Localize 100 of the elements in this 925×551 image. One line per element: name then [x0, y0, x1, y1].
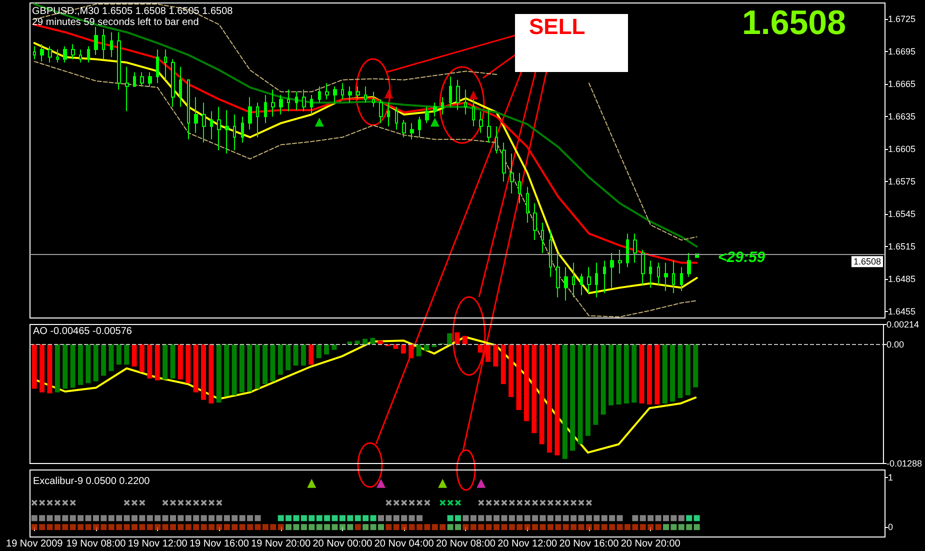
candlestick	[102, 28, 105, 60]
bar	[524, 344, 529, 422]
candlestick	[556, 252, 560, 298]
ref-line-label: 1.6508	[853, 256, 881, 267]
candlestick	[487, 110, 491, 144]
y-tick-label: -0.01288	[886, 458, 922, 468]
candlestick	[364, 86, 367, 104]
bar	[632, 344, 637, 403]
candlestick	[687, 252, 691, 278]
y-tick-label: 1.6455	[888, 306, 916, 317]
bar	[47, 344, 52, 394]
bar	[132, 344, 137, 367]
bar	[116, 344, 122, 365]
bar	[570, 344, 576, 451]
x-tick-label: 20 Nov 08:00	[436, 538, 496, 550]
bar	[578, 344, 583, 444]
bar	[278, 344, 283, 375]
candlestick	[279, 94, 283, 115]
point	[384, 89, 394, 98]
bar	[201, 344, 206, 400]
candlestick	[395, 106, 398, 130]
candlestick	[241, 116, 244, 144]
bar	[593, 344, 598, 425]
candlestick	[418, 116, 421, 138]
bar	[101, 344, 106, 376]
candlestick	[140, 72, 144, 87]
candlestick	[641, 249, 645, 285]
y-tick-label: 1.6695	[888, 46, 916, 57]
candlestick	[310, 94, 313, 115]
bar	[400, 344, 406, 354]
bar	[624, 344, 629, 404]
x-tick-label: 19 Nov 08:00	[66, 538, 126, 550]
bar	[147, 344, 152, 379]
candlestick	[156, 49, 159, 84]
candlestick	[379, 98, 383, 124]
bar	[654, 344, 660, 404]
candlestick	[449, 76, 452, 108]
bar	[300, 344, 306, 366]
candlestick	[217, 106, 221, 151]
candlestick	[387, 102, 390, 127]
bar	[508, 344, 514, 398]
candlestick	[71, 44, 75, 60]
candlestick	[595, 262, 598, 298]
x-tick-label: 20 Nov 16:00	[559, 538, 620, 550]
candlestick	[425, 106, 429, 124]
candlestick	[603, 260, 606, 294]
bar	[54, 344, 60, 392]
candlestick	[295, 91, 298, 111]
bar	[646, 344, 652, 404]
bar	[516, 344, 522, 410]
bar	[124, 344, 130, 365]
bar	[178, 344, 183, 380]
bar	[262, 344, 268, 384]
point	[314, 118, 324, 127]
y-tick-label: 1.6635	[888, 112, 916, 122]
x-tick-label: 20 Nov 20:00	[620, 538, 681, 550]
bar	[140, 344, 144, 372]
y-tick-label: 0.00	[886, 339, 904, 350]
candlestick	[541, 222, 544, 254]
bar	[532, 344, 537, 434]
candlestick	[287, 89, 290, 112]
candlestick	[256, 102, 259, 138]
candlestick	[248, 96, 252, 130]
bar	[316, 344, 322, 358]
candlestick	[202, 102, 206, 144]
bar	[500, 344, 506, 384]
bar	[462, 336, 468, 344]
bar	[416, 344, 422, 356]
candlestick	[587, 266, 591, 294]
bar	[408, 344, 414, 358]
bar	[486, 344, 491, 362]
candlestick	[580, 273, 583, 296]
x-tick-label: 19 Nov 16:00	[189, 538, 250, 550]
point	[468, 90, 478, 100]
bar	[239, 344, 244, 392]
candlestick	[302, 89, 306, 112]
bar	[108, 344, 114, 372]
bar	[170, 344, 176, 379]
x-tick-label: 19 Nov 2009	[6, 538, 64, 550]
candlestick	[610, 252, 614, 288]
y-tick-label: 1.6605	[888, 144, 916, 154]
candlestick	[264, 94, 267, 124]
x-tick-label: 20 Nov 04:00	[374, 538, 434, 550]
bar	[608, 344, 614, 406]
candlestick	[502, 142, 506, 182]
bar	[678, 344, 683, 398]
candlestick	[649, 260, 652, 288]
candlestick	[672, 260, 675, 294]
candlestick	[464, 89, 467, 115]
candlestick	[564, 266, 568, 302]
candlestick	[526, 186, 529, 224]
candlestick	[618, 249, 622, 274]
candlestick	[271, 89, 275, 118]
candlestick	[533, 202, 537, 241]
point	[430, 118, 440, 127]
candlestick	[110, 32, 113, 58]
candlestick	[348, 86, 352, 104]
y-tick-label: 0	[888, 522, 894, 532]
bar	[685, 344, 690, 396]
candlestick	[549, 230, 552, 278]
